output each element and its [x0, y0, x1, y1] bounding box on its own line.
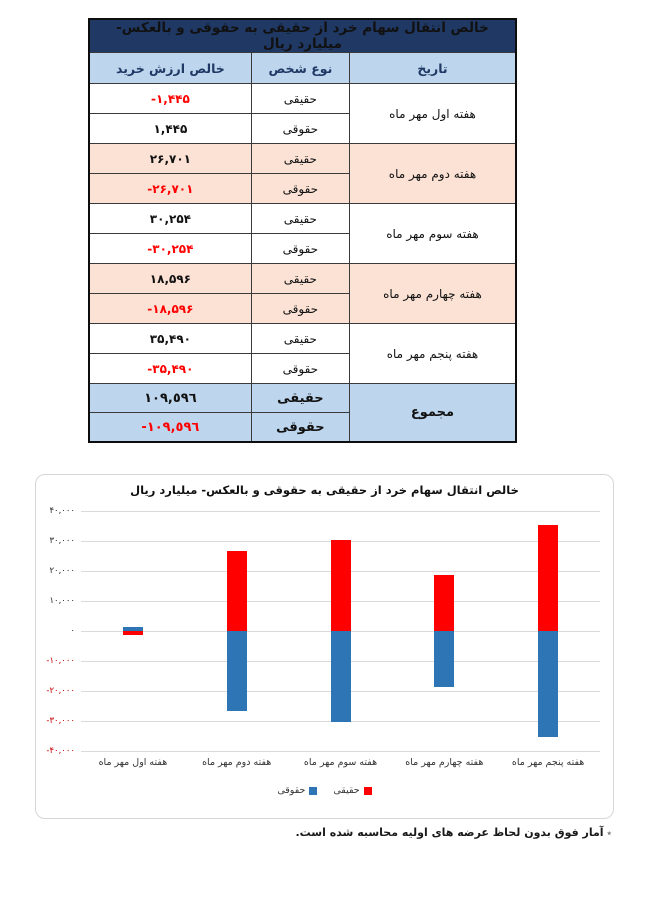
table-row: حقوقی -۱۸,۵۹۶ — [88, 293, 516, 324]
table-title-row: خالص انتقال سهام خرد از حقیقی به حقوقی و… — [88, 18, 517, 53]
total-row: حقوقی -١٠٩,٥٩٦ — [88, 412, 516, 443]
column-header-net-value: خالص ارزش خرید — [88, 52, 252, 84]
table-title: خالص انتقال سهام خرد از حقیقی به حقوقی و… — [88, 18, 517, 53]
value-cell: ۳۰,۲۵۴ — [149, 211, 191, 226]
y-tick-label: ۳۰,۰۰۰ — [49, 536, 75, 546]
y-tick-label: -۳۰,۰۰۰ — [46, 716, 75, 726]
y-tick-label: ۱۰,۰۰۰ — [49, 596, 75, 606]
x-tick-label: هفته چهارم مهر ماه — [405, 757, 484, 768]
y-tick-label: ۰ — [70, 626, 75, 636]
x-tick-label: هفته پنجم مهر ماه — [511, 757, 585, 768]
table-row: حقوقی -۳۵,۴۹۰ — [88, 353, 516, 384]
total-value-cell: ١٠٩,٥٩٦ — [144, 390, 197, 406]
type-cell: حقوقی — [250, 233, 350, 264]
table-row: هفته پنجم مهر ماه حقیقی ۳۵,۴۹۰ — [88, 323, 517, 384]
bar-حقوقی-week-1 — [122, 626, 143, 631]
footnote: ٭آمار فوق بدون لحاظ عرضه های اولیه محاسب… — [35, 826, 612, 839]
value-cell: ۲۶,۷۰۱ — [149, 151, 191, 166]
value-cell: -۱,۴۴۵ — [150, 91, 190, 106]
type-cell: حقیقی — [250, 203, 350, 234]
table-row: هفته اول مهر ماه حقیقی -۱,۴۴۵ — [88, 83, 517, 144]
value-cell: -۳۰,۲۵۴ — [147, 241, 194, 256]
total-row: مجموع حقیقی ١٠٩,٥٩٦ — [88, 383, 517, 443]
y-tick-label: ۴۰,۰۰۰ — [49, 506, 75, 516]
net-transfer-table: خالص انتقال سهام خرد از حقیقی به حقوقی و… — [88, 18, 517, 443]
bar-chart-card: خالص انتقال سهام خرد از حقیقی به حقوقی و… — [35, 474, 614, 819]
bar-حقوقی-week-3 — [330, 631, 351, 722]
x-tick-label: هفته دوم مهر ماه — [202, 757, 272, 768]
value-cell: -۱۸,۵۹۶ — [147, 301, 194, 316]
footnote-asterisk: ٭ — [606, 828, 612, 839]
value-cell: -۳۵,۴۹۰ — [147, 361, 194, 376]
bar-حقیقی-week-5 — [538, 524, 559, 631]
type-cell: حقوقی — [250, 173, 350, 204]
table-row: حقوقی -۲۶,۷۰۱ — [88, 173, 516, 204]
date-cell: هفته اول مهر ماه — [348, 83, 517, 144]
bar-حقوقی-week-2 — [226, 631, 247, 712]
footnote-text: آمار فوق بدون لحاظ عرضه های اولیه محاسبه… — [295, 826, 604, 839]
legend-item-حقوقی: حقوقی — [277, 785, 318, 796]
type-cell: حقوقی — [250, 293, 350, 324]
type-cell: حقوقی — [250, 113, 350, 144]
value-cell: -۲۶,۷۰۱ — [147, 181, 194, 196]
table-header-row: تاریخ نوع شخص خالص ارزش خرید — [88, 52, 517, 84]
x-tick-label: هفته سوم مهر ماه — [303, 757, 378, 768]
bar-حقوقی-week-5 — [538, 631, 559, 738]
gridline — [81, 751, 600, 752]
type-cell: حقوقی — [250, 412, 350, 443]
legend-label: حقیقی — [333, 785, 360, 796]
column-header-person-type: نوع شخص — [250, 52, 350, 84]
x-tick-label: هفته اول مهر ماه — [98, 757, 168, 768]
date-cell: هفته دوم مهر ماه — [348, 143, 517, 204]
date-cell: هفته سوم مهر ماه — [348, 203, 517, 264]
bar-حقیقی-week-4 — [434, 575, 455, 631]
value-cell: ۱,۴۴۵ — [153, 121, 188, 136]
type-cell: حقیقی — [250, 383, 350, 413]
chart-title: خالص انتقال سهام خرد از حقیقی به حقوقی و… — [130, 483, 519, 497]
plot-area — [81, 511, 600, 752]
gridline — [81, 511, 600, 512]
type-cell: حقیقی — [250, 263, 350, 294]
date-cell: هفته پنجم مهر ماه — [348, 323, 517, 384]
type-cell: حقیقی — [250, 83, 350, 114]
legend-label: حقوقی — [277, 785, 306, 796]
column-header-date: تاریخ — [348, 52, 517, 84]
total-value-cell: -١٠٩,٥٩٦ — [141, 419, 200, 435]
legend-item-حقیقی: حقیقی — [333, 785, 372, 796]
value-cell: ۱۸,۵۹۶ — [149, 271, 191, 286]
table-row: حقوقی ۱,۴۴۵ — [88, 113, 516, 144]
summary-table-section: خالص انتقال سهام خرد از حقیقی به حقوقی و… — [88, 18, 517, 443]
legend-swatch — [309, 786, 318, 795]
type-cell: حقیقی — [250, 323, 350, 354]
y-tick-label: -۱۰,۰۰۰ — [46, 656, 75, 666]
chart-legend: حقیقی حقوقی — [36, 785, 613, 796]
table-row: حقوقی -۳۰,۲۵۴ — [88, 233, 516, 264]
bar-حقیقی-week-2 — [226, 550, 247, 631]
legend-swatch — [363, 786, 372, 795]
value-cell: ۳۵,۴۹۰ — [149, 331, 191, 346]
x-axis-labels: هفته اول مهر ماه هفته دوم مهر ماه هفته سوم… — [81, 757, 600, 768]
table-row: هفته دوم مهر ماه حقیقی ۲۶,۷۰۱ — [88, 143, 517, 204]
table-row: هفته سوم مهر ماه حقیقی ۳۰,۲۵۴ — [88, 203, 517, 264]
bar-حقیقی-week-3 — [330, 540, 351, 631]
y-tick-label: ۲۰,۰۰۰ — [49, 566, 75, 576]
y-axis-labels: ۴۰,۰۰۰ ۳۰,۰۰۰ ۲۰,۰۰۰ ۱۰,۰۰۰ ۰ -۱۰,۰۰۰ -۲۰,۰۰۰ -… — [36, 506, 77, 756]
date-cell: هفته چهارم مهر ماه — [348, 263, 517, 324]
bar-حقوقی-week-4 — [434, 631, 455, 687]
bar-حقیقی-week-1 — [122, 631, 143, 636]
type-cell: حقیقی — [250, 143, 350, 174]
y-tick-label: -۴۰,۰۰۰ — [46, 746, 75, 756]
y-tick-label: -۲۰,۰۰۰ — [46, 686, 75, 696]
table-row: هفته چهارم مهر ماه حقیقی ۱۸,۵۹۶ — [88, 263, 517, 324]
total-label-cell: مجموع — [348, 383, 517, 443]
type-cell: حقوقی — [250, 353, 350, 384]
